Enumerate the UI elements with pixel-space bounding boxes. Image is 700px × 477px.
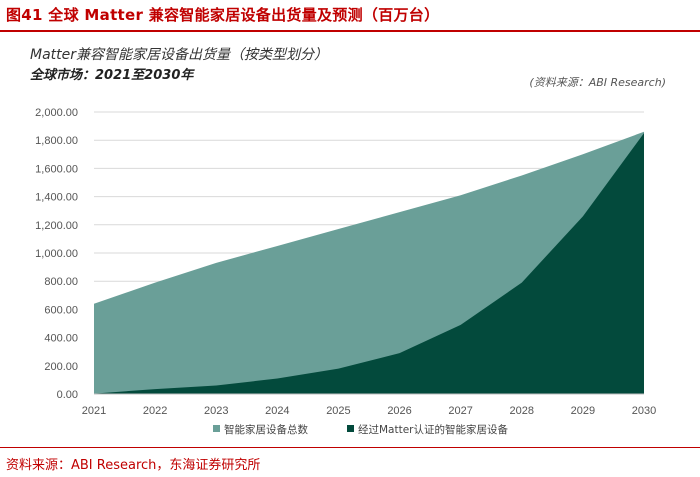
legend-swatch bbox=[213, 425, 220, 432]
x-tick-label: 2024 bbox=[265, 405, 289, 417]
area-chart: 0.00 200.00 400.00 600.00 800.00 1,000.00 1,20… bbox=[35, 107, 656, 436]
x-tick-label: 2028 bbox=[510, 405, 534, 417]
x-tick-label: 2026 bbox=[387, 405, 411, 417]
footer-source: 资料来源：ABI Research，东海证券研究所 bbox=[6, 458, 261, 473]
title-rule bbox=[0, 30, 700, 32]
x-tick-label: 2023 bbox=[204, 405, 228, 417]
chart-title: Matter兼容智能家居设备出货量（按类型划分） bbox=[30, 47, 329, 63]
y-tick-label: 800.00 bbox=[44, 276, 78, 288]
y-tick-label: 0.00 bbox=[57, 389, 78, 401]
x-tick-label: 2029 bbox=[571, 405, 595, 417]
y-tick-label: 1,600.00 bbox=[35, 163, 78, 175]
legend-label: 经过Matter认证的智能家居设备 bbox=[358, 423, 509, 436]
legend-label: 智能家居设备总数 bbox=[224, 423, 308, 436]
x-tick-label: 2030 bbox=[632, 405, 656, 417]
x-tick-label: 2022 bbox=[143, 405, 167, 417]
y-tick-label: 400.00 bbox=[44, 333, 78, 345]
x-tick-label: 2021 bbox=[82, 405, 106, 417]
legend-swatch bbox=[347, 425, 354, 432]
x-tick-label: 2025 bbox=[326, 405, 350, 417]
chart-subtitle: 全球市场：2021至2030年 bbox=[30, 68, 194, 83]
y-tick-label: 1,400.00 bbox=[35, 192, 78, 204]
y-tick-label: 2,000.00 bbox=[35, 107, 78, 119]
y-tick-label: 200.00 bbox=[44, 361, 78, 373]
y-tick-label: 600.00 bbox=[44, 304, 78, 316]
y-tick-label: 1,000.00 bbox=[35, 248, 78, 260]
y-tick-label: 1,200.00 bbox=[35, 220, 78, 232]
figure-title: 图41 全球 Matter 兼容智能家居设备出货量及预测（百万台） bbox=[6, 6, 440, 24]
chart-source-note: (资料来源：ABI Research) bbox=[529, 76, 666, 89]
footer-rule bbox=[0, 447, 700, 448]
y-tick-label: 1,800.00 bbox=[35, 135, 78, 147]
x-tick-label: 2027 bbox=[448, 405, 472, 417]
series-area-matter bbox=[94, 133, 644, 394]
